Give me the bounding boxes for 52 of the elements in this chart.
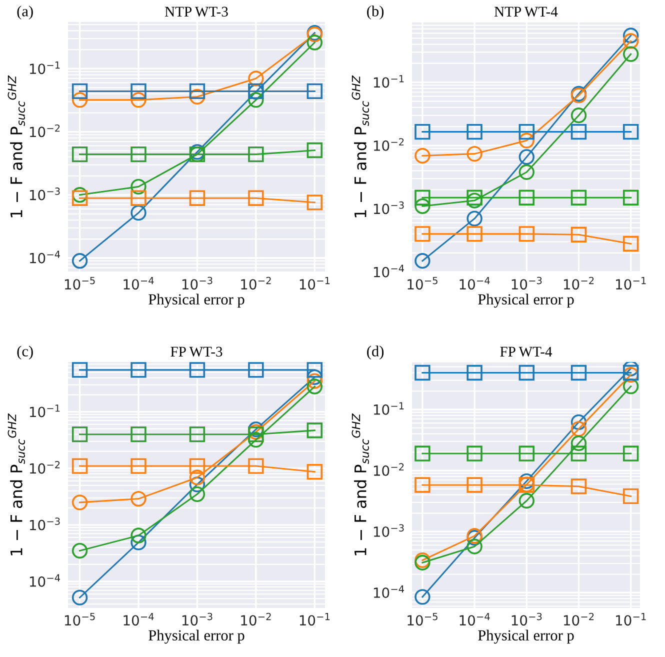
x-tick-label: 10$^{−5}$ — [64, 613, 95, 626]
text: (b) — [367, 6, 384, 20]
x-tick-label: 10$^{−4}$ — [124, 277, 154, 290]
y-tick-label: 10$^{−2}$ — [374, 463, 404, 476]
y-axis-title: 1 − F and P$_{succ}$$^{GHZ}$ — [352, 413, 369, 556]
y-tick-label: 10$^{−3}$ — [374, 524, 404, 537]
x-tick-label: 10$^{−3}$ — [182, 612, 212, 626]
chart-title: FP WT-4 — [500, 346, 552, 357]
x-tick-label: 10$^{−5}$ — [64, 277, 95, 290]
y-tick-label: 10$^{−4}$ — [374, 264, 404, 278]
y-axis-title: 1 − F and P$_{succ}$$^{GHZ}$ — [8, 413, 25, 556]
x-tick-label: 10$^{−1}$ — [616, 277, 646, 290]
y-tick-label: 10$^{−1}$ — [30, 61, 60, 74]
x-tick-label: 10$^{−1}$ — [300, 613, 330, 626]
x-axis-title: Physical error p — [478, 630, 574, 644]
y-tick-label: 10$^{−2}$ — [30, 461, 60, 474]
x-tick-label: 10$^{−3}$ — [182, 276, 212, 290]
y-tick-label: 10$^{−4}$ — [30, 574, 60, 587]
x-tick-label: 10$^{−4}$ — [124, 613, 154, 626]
y-tick-label: 10$^{−3}$ — [30, 518, 60, 530]
chart-title: NTP WT-4 — [494, 6, 558, 17]
y-tick-label: 10$^{−3}$ — [374, 201, 404, 214]
chart-title: NTP WT-3 — [164, 6, 228, 17]
x-tick-label: 10$^{−3}$ — [512, 276, 542, 290]
x-tick-label: 10$^{−2}$ — [564, 276, 594, 290]
text: (c) — [17, 346, 33, 360]
y-tick-label: 10$^{−4}$ — [30, 250, 60, 264]
y-axis-title: 1 − F and P$_{succ}$$^{GHZ}$ — [352, 75, 369, 218]
x-tick-label: 10$^{−1}$ — [616, 613, 646, 626]
y-tick-label: 10$^{−1}$ — [30, 404, 60, 418]
chart-title: FP WT-3 — [170, 346, 222, 357]
x-tick-label: 10$^{−4}$ — [460, 277, 490, 290]
y-tick-label: 10$^{−2}$ — [30, 124, 60, 138]
text: (a) — [17, 6, 33, 20]
x-tick-label: 10$^{−4}$ — [460, 613, 490, 626]
x-tick-label: 10$^{−2}$ — [241, 612, 271, 626]
y-tick-label: 10$^{−4}$ — [374, 585, 404, 598]
x-axis-title: Physical error p — [148, 630, 244, 644]
y-axis-title: 1 − F and P$_{succ}$$^{GHZ}$ — [8, 75, 25, 218]
y-tick-label: 10$^{−1}$ — [374, 75, 404, 88]
text: (d) — [367, 346, 384, 360]
y-tick-label: 10$^{−3}$ — [30, 188, 60, 200]
x-axis-title: Physical error p — [478, 294, 574, 308]
x-tick-label: 10$^{−2}$ — [564, 612, 594, 626]
y-tick-label: 10$^{−2}$ — [374, 138, 404, 151]
y-tick-label: 10$^{−1}$ — [374, 402, 404, 415]
x-tick-label: 10$^{−5}$ — [408, 613, 438, 626]
x-tick-label: 10$^{−5}$ — [408, 277, 438, 290]
x-tick-label: 10$^{−1}$ — [300, 277, 330, 290]
x-tick-label: 10$^{−3}$ — [512, 612, 542, 626]
x-axis-title: Physical error p — [148, 294, 244, 308]
x-tick-label: 10$^{−2}$ — [241, 276, 271, 290]
